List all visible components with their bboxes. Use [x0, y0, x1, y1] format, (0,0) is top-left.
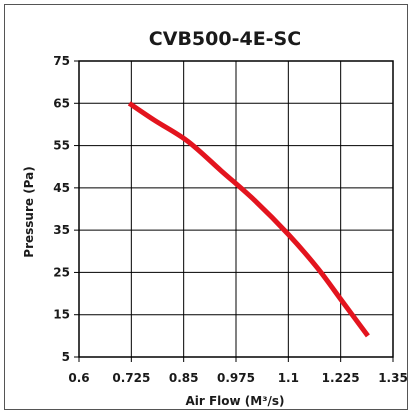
y-axis-ticks: 75 65 55 45 35 25 15 5 — [53, 54, 79, 364]
y-tick-label: 35 — [53, 223, 70, 237]
x-tick-label: 1.1 — [278, 371, 299, 385]
y-tick-label: 15 — [53, 308, 70, 322]
grid-lines — [78, 60, 394, 358]
chart-title: CVB500-4E-SC — [149, 28, 301, 50]
series-line-0 — [127, 101, 370, 338]
x-tick-label: 0.975 — [217, 371, 255, 385]
y-tick-label: 5 — [62, 350, 70, 364]
x-tick-label: 1.35 — [378, 371, 408, 385]
y-tick-label: 25 — [53, 265, 70, 279]
x-axis-ticks: 0.6 0.725 0.85 0.975 1.1 1.225 1.35 — [68, 357, 408, 385]
y-axis-label: Pressure (Pa) — [22, 166, 36, 257]
x-tick-label: 0.85 — [169, 371, 199, 385]
y-tick-label: 45 — [53, 181, 70, 195]
x-tick-label: 0.725 — [112, 371, 150, 385]
x-tick-label: 0.6 — [68, 371, 89, 385]
series-layer — [127, 101, 370, 338]
y-tick-label: 55 — [53, 139, 70, 153]
y-tick-label: 65 — [53, 96, 70, 110]
x-axis-label: Air Flow (M³/s) — [185, 394, 284, 408]
x-tick-label: 1.225 — [322, 371, 360, 385]
y-tick-label: 75 — [53, 54, 70, 68]
